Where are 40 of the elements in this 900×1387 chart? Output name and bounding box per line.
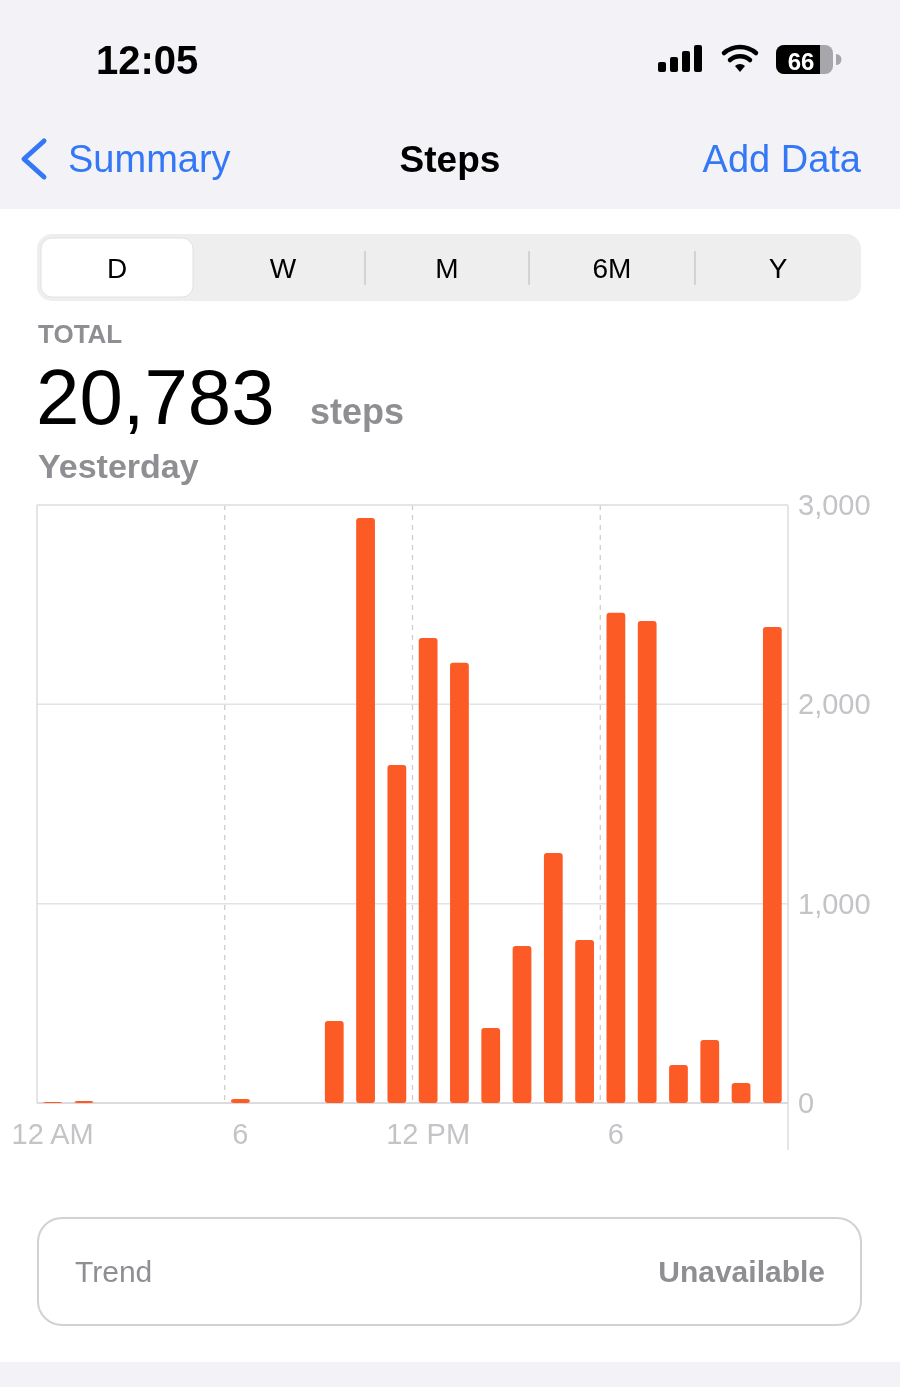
bar (324, 1021, 344, 1103)
text: D (106, 253, 128, 284)
text: Summary (68, 138, 231, 180)
text: W (269, 253, 297, 284)
x-tick-label: 6 (232, 1118, 249, 1150)
bar (543, 853, 563, 1103)
x-tick-label: 12 AM (11, 1118, 94, 1150)
bar (387, 764, 407, 1103)
bar (606, 612, 626, 1103)
text: Trend (75, 1255, 153, 1288)
bar (731, 1083, 751, 1103)
bar (481, 1028, 501, 1103)
text: 12:05 (96, 38, 199, 82)
text: steps (310, 391, 405, 432)
x-tick-label: 6 (607, 1118, 624, 1150)
y-tick-label: 3,000 (798, 489, 871, 522)
text: Add Data (702, 138, 862, 180)
text: Y (768, 253, 788, 284)
x-tick-label: 12 PM (386, 1118, 471, 1150)
bar (450, 662, 469, 1103)
bar (762, 626, 782, 1103)
chart-title: Steps (399, 139, 501, 180)
text: TOTAL (38, 319, 123, 349)
y-tick-label: 2,000 (798, 688, 871, 721)
bar (700, 1040, 720, 1103)
bar (575, 939, 594, 1103)
text: M (435, 253, 459, 284)
text: 6M (592, 253, 632, 284)
text: 66 (787, 48, 815, 75)
bar (637, 621, 657, 1103)
bar (418, 637, 438, 1103)
y-tick-label: 1,000 (798, 887, 871, 920)
text: 20,783 (36, 353, 275, 441)
text: Yesterday (38, 447, 199, 485)
bar (356, 517, 375, 1103)
bar (669, 1064, 688, 1103)
text: Unavailable (658, 1255, 825, 1288)
y-tick-label: 0 (798, 1087, 815, 1120)
bar (231, 1099, 250, 1103)
bar (512, 945, 532, 1103)
